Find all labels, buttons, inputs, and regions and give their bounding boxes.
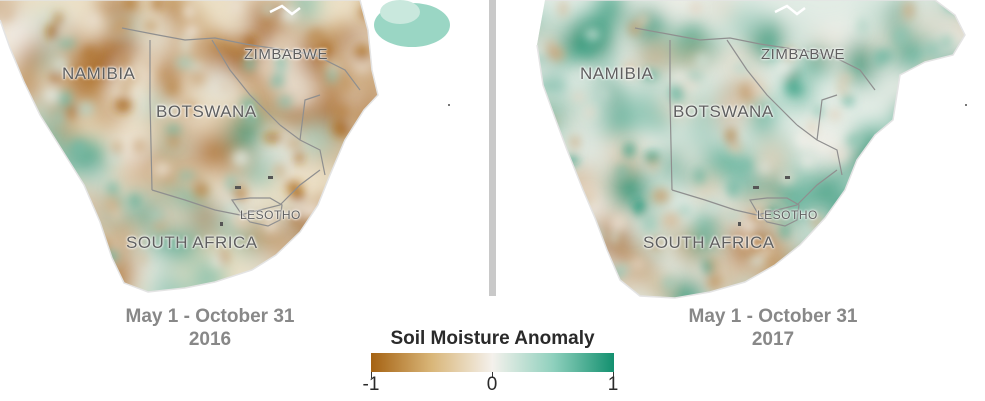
legend-color-bar: [371, 353, 614, 372]
caption-year: 2016: [188, 329, 232, 350]
label-zimbabwe: ZIMBABWE: [761, 46, 846, 63]
legend-label-max: 1: [607, 374, 619, 395]
label-lesotho: LESOTHO: [757, 208, 818, 222]
label-namibia: NAMIBIA: [580, 64, 654, 83]
legend-tick-mid: [492, 372, 493, 378]
legend-label-mid: 0: [486, 374, 498, 395]
map-panel-2017: NAMIBIA BOTSWANA ZIMBABWE LESOTHO SOUTH …: [495, 0, 985, 300]
legend-label-min: -1: [362, 374, 380, 395]
label-botswana: BOTSWANA: [156, 102, 257, 121]
label-lesotho: LESOTHO: [240, 208, 301, 222]
label-botswana: BOTSWANA: [673, 102, 774, 121]
legend-tick-min: [371, 372, 372, 378]
caption-2016: May 1 - October 31 2016: [80, 305, 340, 351]
soil-moisture-map-2017: [536, 0, 967, 299]
panel-divider: [489, 0, 496, 296]
country-borders: [121, 27, 361, 227]
label-south-africa: SOUTH AFRICA: [643, 233, 775, 252]
caption-period: May 1 - October 31: [125, 306, 295, 327]
soil-moisture-map-2016: [0, 0, 450, 293]
legend-tick-max: [613, 372, 614, 378]
caption-2017: May 1 - October 31 2017: [643, 305, 903, 351]
country-borders: [634, 27, 876, 227]
legend: Soil Moisture Anomaly -1 0 1: [360, 325, 625, 401]
caption-period: May 1 - October 31: [688, 306, 858, 327]
caption-year: 2017: [751, 329, 795, 350]
legend-title: Soil Moisture Anomaly: [390, 328, 595, 349]
map-panel-2016: NAMIBIA BOTSWANA ZIMBABWE LESOTHO SOUTH …: [0, 0, 490, 300]
label-zimbabwe: ZIMBABWE: [244, 46, 329, 63]
label-namibia: NAMIBIA: [62, 64, 136, 83]
label-south-africa: SOUTH AFRICA: [126, 233, 258, 252]
